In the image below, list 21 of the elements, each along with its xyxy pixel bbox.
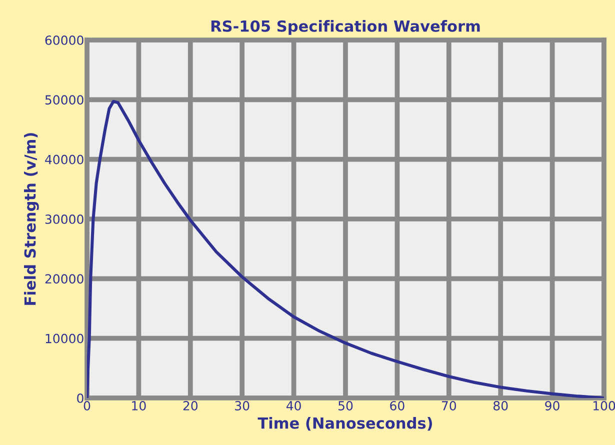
x-tick-label: 80 xyxy=(493,401,508,410)
x-tick-label: 30 xyxy=(235,401,250,410)
x-tick-label: 20 xyxy=(183,401,198,410)
y-tick-label: 10000 xyxy=(46,334,84,344)
x-tick-label: 0 xyxy=(84,401,90,410)
x-tick-label: 100 xyxy=(593,401,615,410)
y-tick-label: 20000 xyxy=(45,274,84,284)
x-tick-label: 40 xyxy=(286,401,301,410)
x-tick-label: 70 xyxy=(442,401,456,410)
x-tick-label: 90 xyxy=(545,401,560,410)
x-tick-label: 50 xyxy=(338,401,353,410)
chart-title: RS-105 Specification Waveform xyxy=(211,20,480,35)
y-axis-title: Field Strength (v/m) xyxy=(24,133,39,305)
y-tick-label: 60000 xyxy=(45,35,84,45)
x-tick-label: 60 xyxy=(390,401,404,410)
x-tick-label: 10 xyxy=(132,401,146,410)
y-tick-label: 50000 xyxy=(45,95,84,105)
y-tick-label: 30000 xyxy=(45,214,84,224)
x-axis-title: Time (Nanoseconds) xyxy=(258,417,432,431)
y-tick-label: 0 xyxy=(77,393,84,403)
y-tick-label: 40000 xyxy=(45,154,84,164)
